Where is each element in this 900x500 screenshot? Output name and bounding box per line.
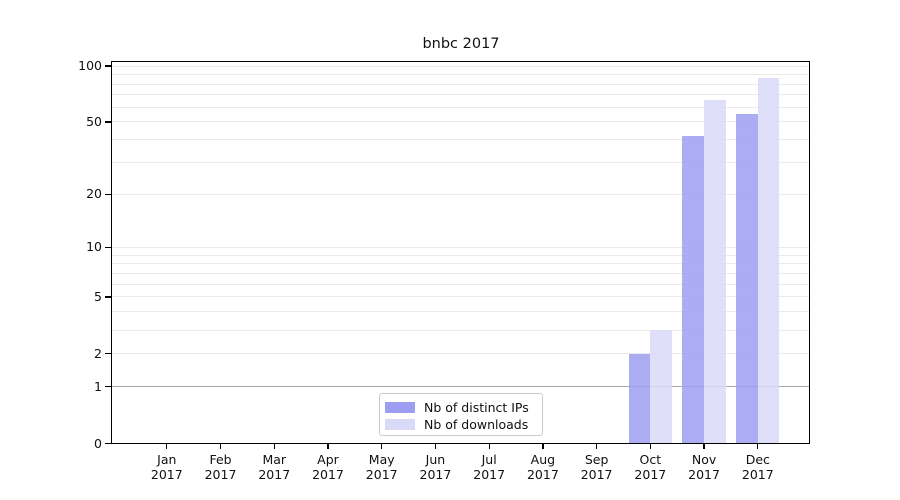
y-tick-label-0: 0 bbox=[94, 435, 102, 451]
legend-item-downloads: Nb of downloads bbox=[385, 416, 536, 433]
legend-swatch-downloads bbox=[385, 419, 415, 430]
x-tick-mark-jan bbox=[166, 444, 168, 449]
x-tick-label-jun: Jun 2017 bbox=[419, 452, 452, 482]
y-tick-label-20: 20 bbox=[86, 186, 102, 202]
y-tick-label-100: 100 bbox=[78, 58, 102, 73]
x-tick-label-nov: Nov 2017 bbox=[688, 452, 720, 482]
y-tick-mark-2 bbox=[105, 352, 111, 355]
bar-oct-distinct-ips bbox=[628, 353, 651, 444]
gridline-y-90 bbox=[112, 74, 810, 76]
gridline-y-8 bbox=[112, 263, 810, 265]
y-tick-mark-0 bbox=[105, 442, 111, 445]
gridline-y-1 bbox=[112, 386, 810, 388]
legend: Nb of distinct IPs Nb of downloads bbox=[379, 393, 543, 436]
x-tick-mark-feb bbox=[219, 444, 222, 449]
x-tick-mark-jun bbox=[434, 444, 437, 449]
gridline-y-80 bbox=[112, 83, 810, 85]
x-tick-mark-nov bbox=[703, 444, 705, 449]
x-tick-mark-dec bbox=[757, 444, 759, 449]
x-tick-label-feb: Feb 2017 bbox=[204, 452, 237, 482]
y-tick-label-2: 2 bbox=[94, 345, 102, 361]
bar-dec-downloads bbox=[757, 78, 780, 444]
legend-label-downloads: Nb of downloads bbox=[424, 417, 529, 432]
gridline-y-20 bbox=[112, 193, 810, 195]
x-tick-label-jul: Jul 2017 bbox=[473, 452, 506, 482]
y-tick-label-1: 1 bbox=[94, 378, 102, 394]
gridline-y-9 bbox=[112, 254, 810, 256]
x-tick-mark-aug bbox=[542, 444, 544, 449]
y-tick-label-5: 5 bbox=[94, 288, 102, 304]
bar-oct-downloads bbox=[650, 330, 672, 444]
x-tick-label-oct: Oct 2017 bbox=[634, 452, 667, 482]
gridline-y-2 bbox=[112, 353, 810, 355]
x-tick-mark-oct bbox=[649, 444, 651, 449]
x-tick-label-apr: Apr 2017 bbox=[312, 452, 344, 482]
y-tick-mark-50 bbox=[105, 121, 111, 123]
x-tick-mark-apr bbox=[327, 444, 329, 449]
gridline-y-6 bbox=[112, 283, 810, 285]
gridline-y-50 bbox=[112, 121, 810, 123]
gridline-y-5 bbox=[112, 296, 810, 298]
y-tick-mark-10 bbox=[105, 246, 111, 248]
y-tick-mark-20 bbox=[105, 193, 111, 196]
gridline-y-10 bbox=[112, 246, 810, 248]
y-tick-mark-100 bbox=[105, 65, 111, 67]
x-tick-mark-mar bbox=[273, 444, 275, 449]
x-tick-label-dec: Dec 2017 bbox=[741, 452, 774, 482]
legend-item-distinct-ips: Nb of distinct IPs bbox=[385, 399, 536, 416]
bar-nov-downloads bbox=[704, 99, 726, 444]
x-tick-mark-sep bbox=[595, 444, 598, 449]
y-tick-label-10: 10 bbox=[86, 239, 102, 255]
x-tick-label-mar: Mar 2017 bbox=[258, 452, 291, 482]
gridline-y-100 bbox=[112, 65, 810, 67]
bar-dec-distinct-ips bbox=[736, 114, 758, 444]
x-tick-mark-may bbox=[381, 444, 383, 449]
gridline-y-7 bbox=[112, 272, 810, 274]
legend-label-distinct-ips: Nb of distinct IPs bbox=[424, 400, 529, 415]
gridline-y-40 bbox=[112, 139, 810, 141]
y-tick-label-50: 50 bbox=[86, 113, 102, 129]
legend-swatch-distinct-ips bbox=[385, 402, 415, 413]
chart-title: bnbc 2017 bbox=[422, 36, 500, 52]
x-tick-label-sep: Sep 2017 bbox=[580, 452, 613, 482]
gridline-y-4 bbox=[112, 311, 810, 313]
x-tick-label-may: May 2017 bbox=[365, 452, 398, 482]
x-tick-label-aug: Aug 2017 bbox=[526, 452, 559, 482]
x-tick-label-jan: Jan 2017 bbox=[150, 452, 183, 482]
x-tick-mark-jul bbox=[488, 444, 490, 449]
y-tick-mark-5 bbox=[105, 296, 111, 298]
gridline-y-3 bbox=[112, 329, 810, 331]
gridline-y-70 bbox=[112, 94, 810, 96]
bar-nov-distinct-ips bbox=[682, 135, 705, 444]
gridline-y-60 bbox=[112, 106, 810, 108]
gridline-y-30 bbox=[112, 162, 810, 164]
y-tick-mark-1 bbox=[105, 386, 111, 388]
